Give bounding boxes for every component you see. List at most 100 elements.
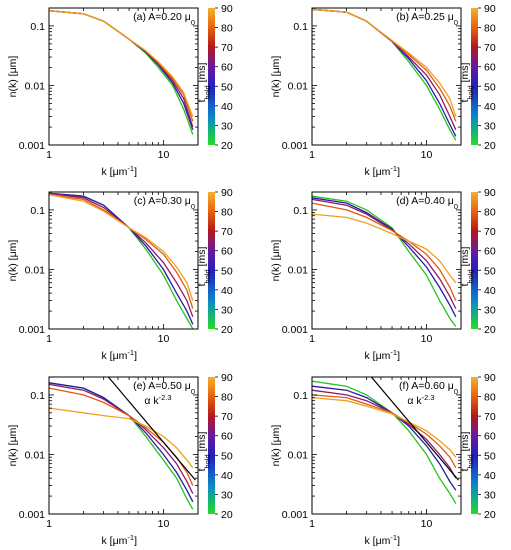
- x-ticks: [311, 192, 462, 329]
- colorbar-tick-label: 40: [484, 285, 496, 297]
- x-tick-label: 10: [158, 518, 170, 530]
- series-line-60: [49, 383, 194, 494]
- colorbar-label: thold [ms]: [459, 246, 475, 286]
- panel-title: (e) A=0.50 μ0: [133, 380, 195, 396]
- colorbar-tick-label: 60: [221, 431, 233, 443]
- panel-title: (d) A=0.40 μ0: [396, 195, 458, 211]
- colorbar-tick-label: 70: [484, 411, 496, 423]
- colorbar-tick-label: 60: [221, 62, 233, 74]
- x-tick-label: 10: [421, 518, 433, 530]
- series-group: [312, 195, 457, 327]
- y-ticks: [312, 376, 461, 515]
- power-law-guide-line: [370, 377, 459, 481]
- colorbar-tick-label: 50: [484, 81, 496, 93]
- series-line-20: [312, 8, 457, 141]
- colorbar-tick-label: 90: [221, 187, 233, 199]
- colorbar-tick-label: 50: [221, 450, 233, 462]
- x-ticks: [311, 8, 462, 145]
- colorbar-tick-label: 80: [221, 23, 233, 35]
- y-tick-label: 0.001: [282, 140, 308, 152]
- y-ticks: [312, 7, 461, 146]
- colorbar-tick-label: 30: [484, 489, 496, 501]
- y-axis-label: n(k) [μm]: [7, 56, 19, 98]
- panels-container: 1 10 0.001 0.01 0.1 k [μm-1] n(k) [μm] (a) A=0.…: [7, 3, 496, 547]
- x-axis-label: k [μm-1]: [365, 348, 401, 363]
- y-tick-label: 0.01: [25, 264, 46, 276]
- colorbar-label: thold [ms]: [196, 431, 212, 471]
- y-tick-label: 0.001: [19, 324, 45, 336]
- panel-d: 1 10 0.001 0.01 0.1 k [μm-1] n(k) [μm] (d) A=0.…: [270, 187, 496, 362]
- y-axis-label: n(k) [μm]: [270, 425, 282, 467]
- y-ticks: [49, 7, 198, 146]
- colorbar-label: thold [ms]: [196, 62, 212, 102]
- colorbar-tick-label: 80: [484, 207, 496, 219]
- colorbar-tick-label: 80: [484, 392, 496, 404]
- series-line-60: [49, 192, 194, 318]
- series-line-20: [49, 10, 194, 135]
- colorbar-label: thold [ms]: [459, 431, 475, 471]
- plot-frame: [48, 191, 199, 330]
- colorbar-tick-label: 80: [484, 23, 496, 35]
- colorbar-tick-label: 20: [221, 140, 233, 152]
- x-ticks: [48, 192, 199, 329]
- x-tick-label: 1: [309, 333, 315, 345]
- colorbar-tick-label: 20: [484, 140, 496, 152]
- plot-frame: [311, 191, 462, 330]
- colorbar-tick-label: 70: [484, 42, 496, 54]
- x-axis-label: k [μm-1]: [102, 348, 138, 363]
- colorbar: [208, 8, 215, 145]
- colorbar: [471, 377, 478, 514]
- y-tick-label: 0.1: [30, 21, 45, 33]
- colorbar-tick-label: 70: [221, 42, 233, 54]
- x-tick-label: 1: [309, 149, 315, 161]
- colorbar-tick-label: 60: [484, 431, 496, 443]
- panel-a: 1 10 0.001 0.01 0.1 k [μm-1] n(k) [μm] (a) A=0.…: [7, 3, 233, 178]
- y-axis-label: n(k) [μm]: [270, 56, 282, 98]
- colorbar-tick-label: 50: [484, 265, 496, 277]
- panel-b: 1 10 0.001 0.01 0.1 k [μm-1] n(k) [μm] (b) A=0.…: [270, 3, 496, 178]
- x-tick-label: 10: [158, 149, 170, 161]
- x-tick-label: 10: [421, 149, 433, 161]
- colorbar-tick-label: 30: [484, 304, 496, 316]
- colorbar-tick-label: 90: [484, 3, 496, 15]
- x-axis-label: k [μm-1]: [102, 533, 138, 548]
- plot-frame: [48, 376, 199, 515]
- colorbar-tick-label: 70: [484, 226, 496, 238]
- y-ticks: [49, 191, 198, 330]
- colorbar-tick-label: 40: [221, 101, 233, 113]
- colorbar-tick-label: 20: [221, 324, 233, 336]
- y-tick-label: 0.1: [30, 390, 45, 402]
- colorbar: [471, 192, 478, 329]
- panel-c: 1 10 0.001 0.01 0.1 k [μm-1] n(k) [μm] (c) A=0.…: [7, 187, 233, 362]
- x-axis-label: k [μm-1]: [365, 533, 401, 548]
- x-ticks: [48, 8, 199, 145]
- plot-frame: [311, 376, 462, 515]
- colorbar-tick-label: 70: [221, 226, 233, 238]
- plot-frame: [48, 7, 199, 146]
- x-tick-label: 1: [309, 518, 315, 530]
- y-tick-label: 0.01: [25, 449, 46, 461]
- series-group: [49, 192, 194, 329]
- y-tick-label: 0.1: [293, 390, 308, 402]
- annotation-label: α k-2.3: [144, 393, 171, 408]
- x-axis-label: k [μm-1]: [365, 164, 401, 179]
- colorbar-tick-label: 90: [484, 372, 496, 384]
- series-group: [312, 8, 457, 141]
- series-line-90: [49, 407, 194, 469]
- colorbar-tick-label: 60: [221, 246, 233, 258]
- colorbar-tick-label: 80: [221, 392, 233, 404]
- y-tick-label: 0.001: [19, 140, 45, 152]
- y-tick-label: 0.01: [288, 449, 309, 461]
- y-tick-label: 0.01: [288, 80, 309, 92]
- panel-f: 1 10 0.001 0.01 0.1 k [μm-1] n(k) [μm] (f) A=0.…: [270, 372, 496, 547]
- colorbar-tick-label: 90: [221, 372, 233, 384]
- y-ticks: [312, 191, 461, 330]
- series-line-80: [49, 387, 194, 486]
- colorbar-tick-label: 20: [221, 509, 233, 521]
- colorbar: [471, 8, 478, 145]
- colorbar-tick-label: 20: [484, 509, 496, 521]
- colorbar-tick-label: 50: [221, 265, 233, 277]
- colorbar: [208, 192, 215, 329]
- y-tick-label: 0.1: [293, 21, 308, 33]
